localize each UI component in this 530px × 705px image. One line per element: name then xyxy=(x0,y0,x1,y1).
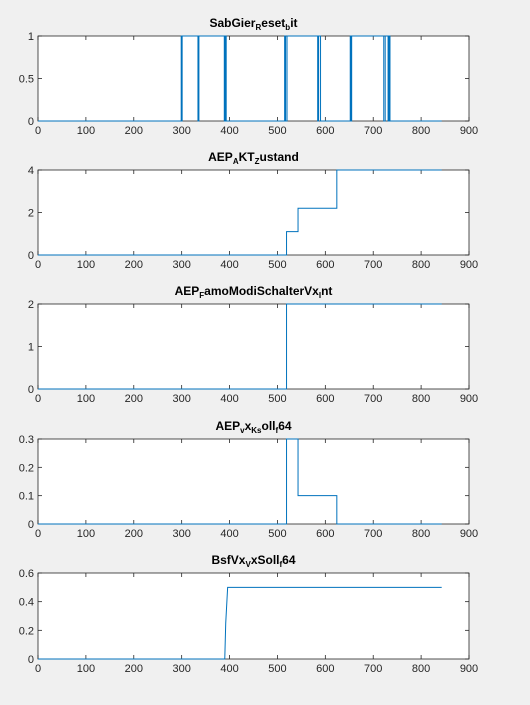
x-tick-label: 300 xyxy=(172,125,190,137)
y-tick-label: 0.6 xyxy=(19,568,34,580)
x-tick-label: 900 xyxy=(460,663,478,675)
axes-frame xyxy=(37,303,470,390)
x-tick-label: 300 xyxy=(172,259,190,271)
x-tick-label: 200 xyxy=(125,259,143,271)
x-tick-label: 0 xyxy=(35,125,41,137)
y-tick-label: 0 xyxy=(28,116,34,128)
y-tick-label: 0.2 xyxy=(19,462,34,474)
subplot-1: 0 100 200 300 400 500 600 700 800 900 0 0.5 1 SabGier… xyxy=(19,16,478,137)
x-tick-label: 500 xyxy=(268,528,286,540)
series-line xyxy=(38,303,442,390)
axes-frame xyxy=(37,169,470,256)
subplot-title: AEPvxKsollf64 xyxy=(215,419,291,435)
x-tick-label: 800 xyxy=(412,125,430,137)
x-tick-label: 100 xyxy=(77,393,95,405)
x-tick-label: 200 xyxy=(125,528,143,540)
x-tick-label: 400 xyxy=(220,125,238,137)
x-tick-label: 800 xyxy=(412,259,430,271)
x-tick-label: 0 xyxy=(35,528,41,540)
y-tick-label: 2 xyxy=(28,208,34,220)
x-tick-label: 100 xyxy=(77,125,95,137)
y-tick-label: 4 xyxy=(28,165,34,177)
series-line xyxy=(38,586,442,660)
x-tick-label: 500 xyxy=(268,125,286,137)
x-tick-label: 400 xyxy=(220,393,238,405)
x-tick-label: 100 xyxy=(77,528,95,540)
axes-frame xyxy=(37,35,470,122)
x-tick-label: 700 xyxy=(364,125,382,137)
x-tick-label: 300 xyxy=(172,528,190,540)
x-tick-label: 300 xyxy=(172,663,190,675)
y-tick-label: 0.2 xyxy=(19,625,34,637)
subplot-3: 0 100 200 300 400 500 600 700 800 900 0 1 2 AEPFamoMo… xyxy=(28,284,478,405)
x-tick-label: 0 xyxy=(35,259,41,271)
x-tick-label: 800 xyxy=(412,393,430,405)
x-tick-label: 400 xyxy=(220,663,238,675)
x-tick-label: 200 xyxy=(125,125,143,137)
x-tick-label: 100 xyxy=(77,259,95,271)
x-tick-label: 700 xyxy=(364,663,382,675)
axes-frame xyxy=(37,438,470,525)
subplot-title: SabGierResetbit xyxy=(209,16,297,32)
x-tick-label: 600 xyxy=(316,393,334,405)
x-tick-label: 600 xyxy=(316,259,334,271)
x-tick-label: 700 xyxy=(364,259,382,271)
y-tick-label: 0 xyxy=(28,519,34,531)
y-tick-label: 1 xyxy=(28,342,34,354)
y-tick-label: 0.3 xyxy=(19,434,34,446)
x-tick-label: 900 xyxy=(460,393,478,405)
axes-frame xyxy=(37,572,470,660)
series-line xyxy=(38,438,442,525)
x-tick-label: 200 xyxy=(125,393,143,405)
subplot-4: 0 100 200 300 400 500 600 700 800 900 0 0.1 0.2 0.3 AE… xyxy=(19,419,478,540)
x-tick-label: 600 xyxy=(316,663,334,675)
series-line xyxy=(38,35,442,122)
x-tick-label: 0 xyxy=(35,393,41,405)
y-tick-label: 0 xyxy=(28,250,34,262)
x-tick-label: 800 xyxy=(412,528,430,540)
x-tick-label: 400 xyxy=(220,259,238,271)
x-tick-label: 900 xyxy=(460,125,478,137)
subplot-5: 0 100 200 300 400 500 600 700 800 900 0 0.2 0.4 0.6 Bs… xyxy=(19,553,478,675)
y-tick-label: 0.5 xyxy=(19,74,34,86)
x-tick-label: 600 xyxy=(316,125,334,137)
subplot-2: 0 100 200 300 400 500 600 700 800 900 0 2 4 AEPAKTZus… xyxy=(28,150,478,271)
y-tick-label: 0 xyxy=(28,654,34,666)
x-tick-label: 300 xyxy=(172,393,190,405)
x-tick-label: 900 xyxy=(460,528,478,540)
x-tick-label: 500 xyxy=(268,393,286,405)
y-tick-label: 1 xyxy=(28,31,34,43)
x-tick-label: 400 xyxy=(220,528,238,540)
x-tick-label: 0 xyxy=(35,663,41,675)
y-tick-label: 0.1 xyxy=(19,491,34,503)
x-tick-label: 600 xyxy=(316,528,334,540)
x-tick-label: 700 xyxy=(364,393,382,405)
series-line xyxy=(38,169,442,256)
subplot-title: BsfVxVxSollf64 xyxy=(211,553,295,569)
x-tick-label: 900 xyxy=(460,259,478,271)
x-tick-label: 800 xyxy=(412,663,430,675)
y-tick-label: 0 xyxy=(28,384,34,396)
x-tick-label: 500 xyxy=(268,259,286,271)
y-tick-label: 0.4 xyxy=(19,597,34,609)
x-tick-label: 500 xyxy=(268,663,286,675)
x-tick-label: 200 xyxy=(125,663,143,675)
subplot-title: AEPAKTZustand xyxy=(208,150,299,166)
x-tick-label: 100 xyxy=(77,663,95,675)
y-tick-label: 2 xyxy=(28,299,34,311)
subplot-title: AEPFamoModiSchalterVxInt xyxy=(175,284,333,300)
x-tick-label: 700 xyxy=(364,528,382,540)
